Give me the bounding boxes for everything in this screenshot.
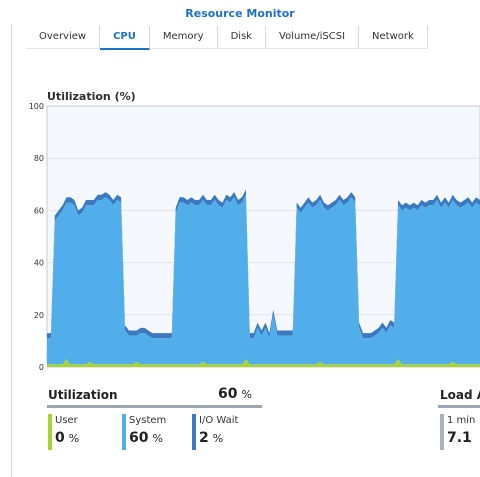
tab-disk[interactable]: Disk bbox=[218, 26, 267, 48]
chart-title: Utilization (%) bbox=[47, 90, 136, 103]
y-tick-label: 0 bbox=[39, 363, 44, 372]
metric-io-wait-unit: % bbox=[212, 432, 224, 445]
metric-io-wait-value: 2 bbox=[199, 430, 209, 446]
metric-load-1min-value: 7.1 bbox=[447, 430, 472, 446]
chart-series-areas bbox=[47, 189, 480, 367]
load-average-divider bbox=[438, 405, 480, 408]
metric-load-1min: 1 min 7.1 bbox=[440, 414, 476, 450]
metric-system: System 60% bbox=[122, 414, 167, 450]
metric-user-unit: % bbox=[68, 432, 80, 445]
utilization-total: 60% bbox=[218, 386, 252, 402]
metric-load-1min-label: 1 min bbox=[447, 415, 476, 426]
user-color-bar bbox=[48, 414, 52, 450]
io-wait-area bbox=[47, 189, 480, 339]
y-tick-label: 40 bbox=[34, 259, 44, 268]
metric-user-value: 0 bbox=[55, 430, 65, 446]
utilization-total-unit: % bbox=[241, 388, 252, 401]
load-1min-color-bar bbox=[440, 414, 444, 450]
metric-user-value-row: 0% bbox=[55, 428, 79, 449]
utilization-total-value: 60 bbox=[218, 386, 238, 402]
tab-overview[interactable]: Overview bbox=[26, 26, 101, 48]
system-color-bar bbox=[122, 414, 126, 450]
y-tick-label: 20 bbox=[34, 311, 44, 320]
metric-system-unit: % bbox=[152, 432, 163, 445]
metric-user-label: User bbox=[55, 415, 78, 426]
utilization-title: Utilization bbox=[48, 388, 118, 402]
tab-network[interactable]: Network bbox=[359, 26, 428, 48]
metric-io-wait-value-row: 2% bbox=[199, 428, 238, 449]
metric-user: User 0% bbox=[48, 414, 79, 450]
user-area bbox=[47, 359, 480, 367]
utilization-divider bbox=[47, 405, 262, 408]
metric-system-value: 60 bbox=[129, 430, 149, 446]
cpu-utilization-chart: 100 80 60 40 20 0 bbox=[29, 102, 480, 372]
tab-memory[interactable]: Memory bbox=[150, 26, 218, 48]
io-wait-color-bar bbox=[192, 414, 196, 450]
system-area bbox=[47, 194, 480, 365]
metric-io-wait-label: I/O Wait bbox=[199, 415, 239, 426]
chart-y-axis-ticks: 100 80 60 40 20 0 bbox=[29, 102, 44, 372]
left-divider bbox=[11, 24, 12, 477]
metric-system-value-row: 60% bbox=[129, 428, 166, 449]
load-average-title: Load A bbox=[440, 388, 480, 402]
y-tick-label: 100 bbox=[29, 102, 44, 111]
y-tick-label: 60 bbox=[34, 206, 44, 215]
tab-strip: Overview CPU Memory Disk Volume/iSCSI Ne… bbox=[26, 26, 428, 50]
tab-volume-iscsi[interactable]: Volume/iSCSI bbox=[266, 26, 360, 48]
metric-io-wait: I/O Wait 2% bbox=[192, 414, 239, 450]
tab-cpu[interactable]: CPU bbox=[100, 26, 150, 50]
y-tick-label: 80 bbox=[34, 154, 44, 163]
window-title: Resource Monitor bbox=[185, 7, 295, 20]
window-title-bar: Resource Monitor bbox=[0, 0, 480, 24]
metric-system-label: System bbox=[129, 415, 167, 426]
